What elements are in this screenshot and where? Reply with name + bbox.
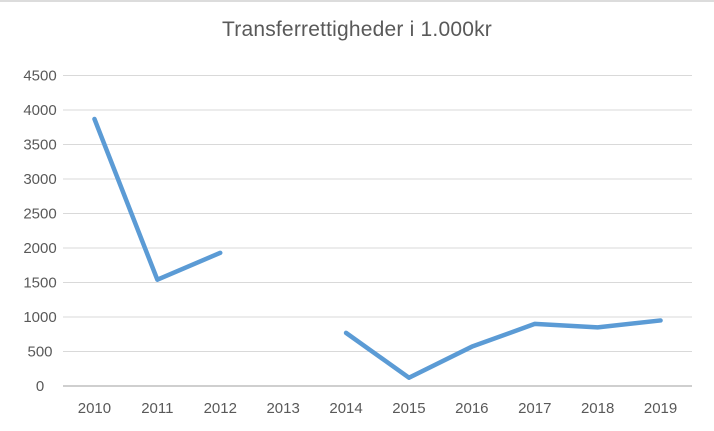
x-tick-label: 2016	[455, 400, 488, 417]
y-tick-label: 4000	[23, 102, 56, 119]
y-tick-label: 3000	[23, 171, 56, 188]
y-tick-label: 2500	[23, 206, 56, 223]
x-tick-label: 2017	[518, 400, 551, 417]
x-tick-label: 2019	[644, 400, 677, 417]
y-tick-label: 500	[27, 344, 52, 361]
x-tick-label: 2015	[392, 400, 425, 417]
y-tick-label: 1500	[23, 275, 56, 292]
y-tick-label: 1000	[23, 309, 56, 326]
x-tick-label: 2014	[329, 400, 362, 417]
series-line	[343, 318, 663, 380]
x-tick-label: 2010	[78, 400, 111, 417]
x-tick-label: 2012	[204, 400, 237, 417]
y-tick-label: 3500	[23, 137, 56, 154]
series-line	[92, 116, 223, 282]
y-tick-label: 0	[36, 378, 44, 395]
y-tick-label: 2000	[23, 240, 56, 257]
x-tick-label: 2013	[266, 400, 299, 417]
y-tick-label: 4500	[23, 68, 56, 85]
x-tick-label: 2018	[581, 400, 614, 417]
x-tick-label: 2011	[141, 400, 173, 417]
chart-title: Transferrettigheder i 1.000kr	[222, 18, 492, 41]
